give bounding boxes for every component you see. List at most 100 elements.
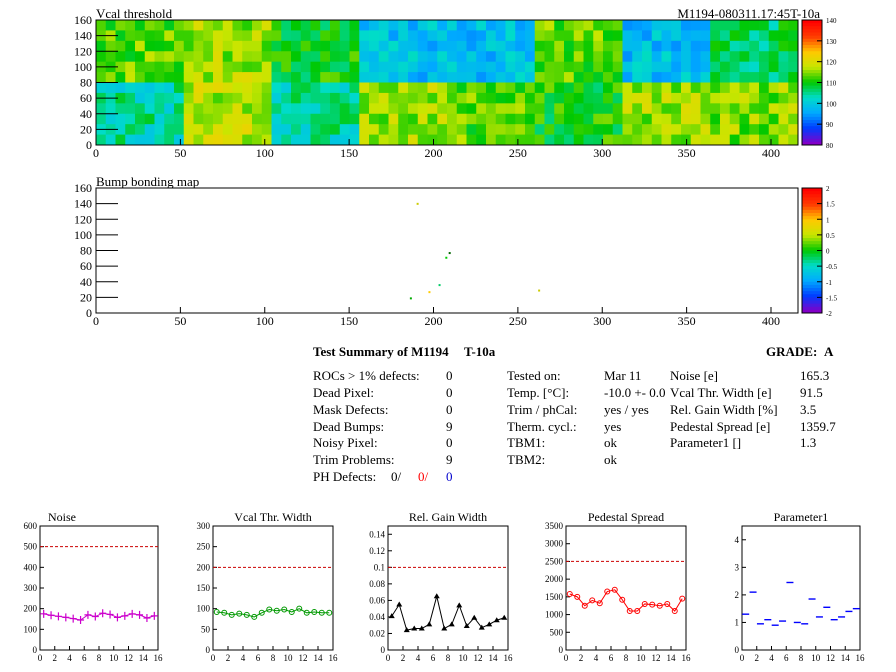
heat-cell	[603, 30, 614, 42]
data-point	[121, 611, 129, 620]
heat-cell	[291, 20, 302, 31]
palette-band	[802, 57, 822, 62]
heat-cell	[193, 20, 204, 31]
heat-cell	[583, 124, 594, 136]
heat-cell	[554, 51, 565, 63]
heat-cell	[759, 92, 770, 104]
heat-cell	[593, 103, 604, 115]
heat-cell	[720, 61, 731, 73]
heat-cell	[583, 40, 594, 52]
heat-cell	[456, 20, 467, 31]
heat-cell	[505, 124, 516, 136]
palette-tick-label: -2	[826, 310, 832, 318]
heat-cell	[466, 20, 477, 31]
heat-cell	[349, 103, 360, 115]
heat-cell	[281, 113, 292, 125]
heat-cell	[447, 20, 458, 31]
roc-chart-title: Parameter1	[774, 510, 829, 524]
ph-defects-value-2: 0/	[418, 469, 429, 484]
y-tick-label: 3500	[545, 521, 564, 531]
heat-cell	[632, 103, 643, 115]
heat-cell	[525, 134, 536, 146]
heat-cell	[359, 72, 370, 83]
x-tick-label: 4	[241, 653, 246, 663]
heat-cell	[300, 103, 311, 115]
y-tick-label: 120	[74, 44, 92, 58]
heat-cell	[330, 103, 341, 115]
heat-cell	[388, 20, 399, 31]
heat-cell	[242, 40, 253, 52]
x-tick-label: 12	[826, 653, 835, 663]
palette-band	[802, 141, 822, 146]
heat-cell	[573, 134, 584, 146]
heat-cell	[222, 51, 233, 63]
heat-cell	[222, 82, 233, 94]
heat-cell	[476, 82, 487, 94]
x-tick-label: 8	[271, 653, 276, 663]
heat-cell	[564, 51, 575, 63]
heat-cell	[339, 113, 350, 125]
summary-mid-label: Trim / phCal:	[507, 402, 578, 417]
heat-cell	[651, 51, 662, 63]
heat-cell	[495, 92, 506, 104]
x-tick-label: 400	[762, 146, 780, 160]
heat-cell	[281, 82, 292, 94]
summary-mid-label: TBM2:	[507, 452, 546, 467]
heat-cell	[115, 20, 126, 31]
heat-cell	[749, 40, 760, 52]
heat-cell	[359, 51, 370, 63]
heat-cell	[125, 82, 136, 94]
heat-cell	[710, 51, 721, 63]
heat-cell	[408, 124, 419, 136]
x-tick-label: 14	[314, 653, 324, 663]
heat-cell	[203, 124, 214, 136]
heat-cell	[320, 40, 331, 52]
heat-cell	[310, 51, 321, 63]
palette-band	[802, 306, 822, 311]
heat-cell	[388, 61, 399, 73]
y-tick-label: 1000	[545, 610, 564, 620]
heat-cell	[369, 103, 380, 115]
heat-cell	[105, 82, 116, 94]
palette-band	[802, 241, 822, 245]
x-tick-label: 10	[284, 653, 294, 663]
summary-right-label: Parameter1 []	[670, 435, 742, 450]
heat-cell	[622, 30, 633, 42]
heat-cell	[749, 124, 760, 136]
heat-cell	[700, 20, 711, 31]
summary-left-value: 0	[446, 435, 453, 450]
heat-cell	[534, 20, 545, 31]
heat-cell	[398, 40, 409, 52]
vcal-color-palette: 140 130 120 110 100 90 80	[801, 17, 837, 150]
heat-cell	[417, 20, 428, 31]
palette-band	[802, 26, 822, 30]
heat-cell	[125, 20, 136, 31]
heat-cell	[291, 92, 302, 104]
heat-cell	[193, 124, 204, 136]
heat-cell	[505, 72, 516, 83]
bump-defect	[409, 297, 412, 300]
data-point	[150, 611, 158, 620]
data-point	[441, 625, 448, 631]
heat-cell	[232, 30, 243, 42]
heat-cell	[330, 61, 341, 73]
palette-band	[802, 206, 822, 211]
heat-cell	[261, 40, 272, 52]
heat-cell	[96, 103, 107, 115]
heat-cell	[729, 82, 740, 94]
data-point	[426, 621, 433, 627]
heat-cell	[164, 92, 175, 104]
palette-band	[802, 219, 822, 223]
heat-cell	[135, 61, 146, 73]
heat-cell	[261, 72, 272, 83]
heat-cell	[661, 72, 672, 83]
data-point	[581, 602, 588, 609]
x-tick-label: 14	[667, 653, 677, 663]
summary-left-value: 9	[446, 419, 453, 434]
heat-cell	[788, 20, 799, 31]
heat-cell	[720, 30, 731, 42]
heat-cell	[729, 103, 740, 115]
heat-cell	[320, 30, 331, 42]
heat-cell	[242, 92, 253, 104]
palette-band	[802, 138, 822, 143]
